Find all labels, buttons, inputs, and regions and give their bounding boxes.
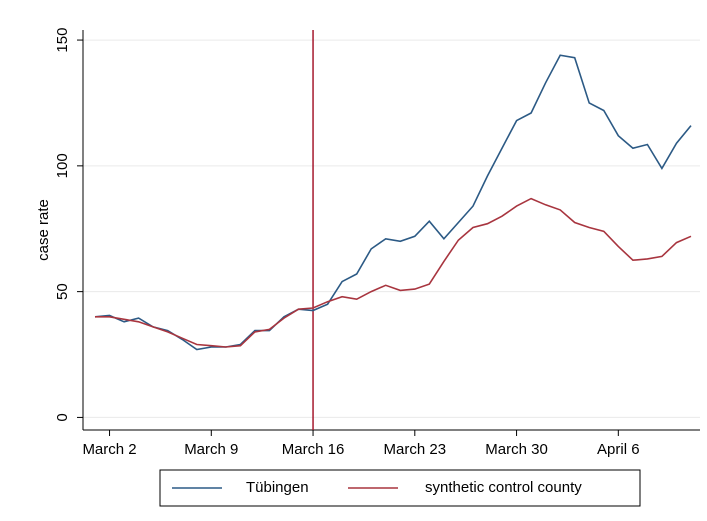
x-tick-label: April 6 [597, 441, 640, 458]
legend-label: synthetic control county [425, 479, 582, 496]
y-tick-label: 100 [54, 153, 71, 178]
x-tick-label: March 23 [384, 441, 447, 458]
series-line [94, 54, 692, 351]
y-tick-label: 150 [54, 28, 71, 53]
x-tick-label: March 2 [82, 441, 136, 458]
y-tick-label: 50 [54, 283, 71, 300]
y-axis-label: case rate [35, 199, 52, 261]
legend-box [159, 469, 641, 507]
series-line [95, 197, 692, 348]
y-tick-label: 0 [54, 413, 71, 421]
legend-label: Tübingen [246, 479, 309, 496]
x-tick-label: March 9 [184, 441, 238, 458]
x-tick-label: March 30 [485, 441, 548, 458]
x-tick-label: March 16 [282, 441, 345, 458]
